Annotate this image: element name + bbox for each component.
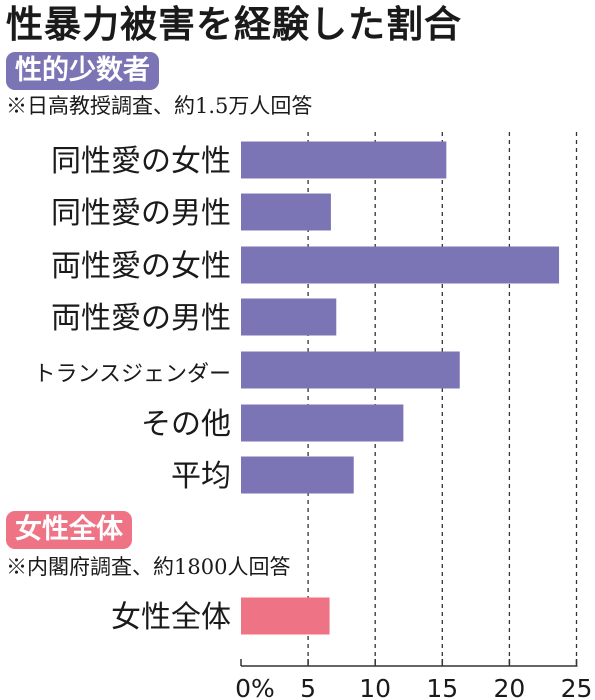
bar-0-2 bbox=[241, 246, 560, 284]
bar-0-5 bbox=[241, 404, 404, 442]
x-tick-label-25: 25 bbox=[561, 674, 593, 700]
category-label-0-1: 同性愛の男性 bbox=[51, 196, 231, 231]
bar-0-4 bbox=[241, 351, 460, 389]
bar-0-1 bbox=[241, 193, 331, 231]
x-tick-label-0: 0% bbox=[235, 674, 275, 700]
category-label-1-0: 女性全体 bbox=[111, 600, 231, 635]
category-label-0-5: その他 bbox=[141, 407, 231, 442]
x-tick-label-20: 20 bbox=[493, 674, 525, 700]
source-note-survey-2: ※内閣府調査、約1800人回答 bbox=[6, 555, 291, 579]
bar-0-6 bbox=[241, 456, 354, 494]
category-label-0-0: 同性愛の女性 bbox=[51, 144, 231, 179]
category-label-0-6: 平均 bbox=[171, 459, 231, 494]
bar-0-3 bbox=[241, 298, 337, 336]
category-label-0-4: トランスジェンダー bbox=[33, 362, 231, 387]
category-label-0-3: 両性愛の男性 bbox=[51, 301, 231, 336]
source-note-survey-1: ※日高教授調査、約1.5万人回答 bbox=[6, 94, 313, 118]
bar-0-0 bbox=[241, 141, 447, 179]
x-tick-label-10: 10 bbox=[359, 674, 391, 700]
x-tick-label-15: 15 bbox=[426, 674, 458, 700]
chart-title: 性暴力被害を経験した割合 bbox=[6, 3, 462, 46]
x-tick-label-5: 5 bbox=[300, 674, 316, 700]
group-label-all-women: 女性全体 bbox=[6, 511, 132, 549]
group-label-sexual-minorities: 性的少数者 bbox=[6, 52, 159, 90]
category-label-0-2: 両性愛の女性 bbox=[51, 249, 231, 284]
bar-1-0 bbox=[241, 597, 330, 635]
